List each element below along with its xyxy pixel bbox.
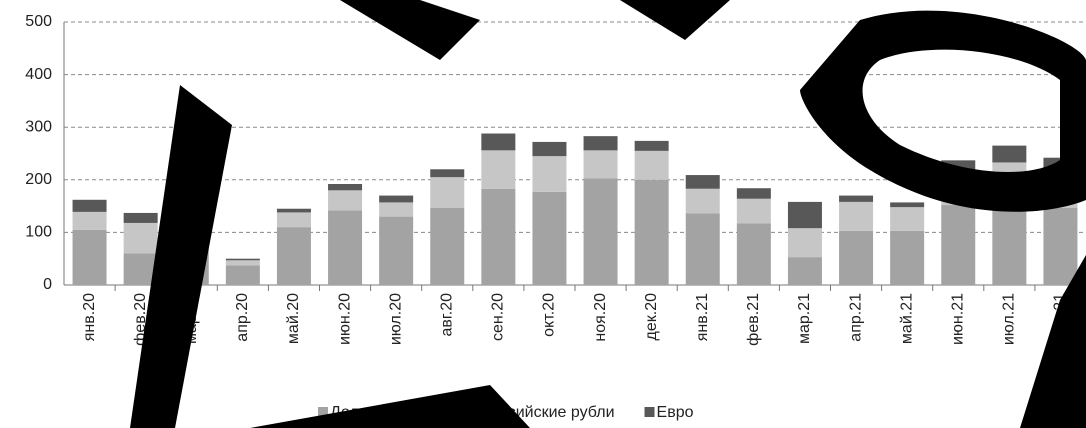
bar-segment — [430, 169, 465, 178]
x-tick-label: июл.20 — [387, 293, 404, 345]
bar-segment — [123, 222, 158, 254]
bar-segment — [481, 188, 516, 285]
bar-segment — [736, 198, 771, 224]
bar-segment — [685, 188, 720, 214]
bar-segment — [787, 228, 822, 258]
bar-segment — [481, 150, 516, 189]
legend-swatch — [318, 407, 328, 417]
bar-segment — [72, 211, 107, 230]
bar-segment — [532, 141, 567, 157]
bar-segment — [379, 216, 414, 285]
bar-segment — [685, 213, 720, 285]
bar-segment — [72, 229, 107, 285]
bar-segment — [685, 175, 720, 189]
bar-segment — [941, 205, 976, 285]
bar-segment — [379, 195, 414, 203]
y-tick-label: 100 — [25, 224, 52, 241]
x-tick-label: апр.20 — [234, 293, 251, 342]
legend-label: Евро — [657, 404, 694, 421]
bar-segment — [225, 265, 260, 285]
bar-segment — [787, 257, 822, 285]
bar-segment — [430, 177, 465, 208]
bar-segment — [890, 202, 925, 208]
bar-segment — [583, 178, 618, 285]
bar-segment — [787, 201, 822, 229]
bar-segment — [634, 140, 669, 151]
bar-segment — [583, 136, 618, 151]
x-tick-label: дек.20 — [643, 293, 660, 341]
bar-segment — [1043, 207, 1078, 285]
bar-segment — [634, 179, 669, 285]
watermark — [340, 0, 480, 60]
bar-segment — [890, 207, 925, 231]
bar-segment — [992, 145, 1027, 163]
x-tick-label: авг.20 — [438, 293, 455, 337]
y-tick-label: 300 — [25, 118, 52, 135]
x-tick-label: май.21 — [898, 293, 915, 344]
bar-segment — [839, 230, 874, 285]
bar-segment — [123, 212, 158, 223]
bar-segment — [276, 212, 311, 228]
bar-segment — [276, 208, 311, 213]
bar-segment — [481, 133, 516, 151]
x-tick-label: янв.21 — [694, 293, 711, 341]
bar-segment — [634, 150, 669, 180]
watermark — [130, 85, 232, 428]
y-tick-label: 400 — [25, 66, 52, 83]
bar-segment — [276, 227, 311, 285]
watermark — [250, 385, 530, 428]
x-tick-label: фев.21 — [745, 293, 762, 346]
bar-segment — [328, 210, 363, 285]
bar-segment — [583, 150, 618, 179]
x-tick-label: май.20 — [285, 293, 302, 344]
x-tick-label: июл.21 — [1001, 293, 1018, 345]
bar-segment — [532, 156, 567, 192]
bar-segment — [839, 201, 874, 231]
bar-segment — [736, 188, 771, 199]
legend-swatch — [644, 407, 655, 417]
bar-segment — [225, 260, 260, 266]
x-tick-label: апр.21 — [847, 293, 864, 342]
bar-segment — [736, 223, 771, 285]
x-tick-label: ноя.20 — [592, 293, 609, 342]
bar-segment — [532, 191, 567, 285]
bar-segment — [839, 195, 874, 202]
watermark — [620, 0, 730, 40]
x-tick-label: янв.20 — [81, 293, 98, 341]
x-tick-label: июн.21 — [949, 293, 966, 345]
x-tick-label: июн.20 — [336, 293, 353, 345]
bar-segment — [890, 230, 925, 285]
bar-segment — [328, 184, 363, 191]
watermark — [1020, 255, 1086, 428]
watermark — [800, 10, 1086, 212]
bar-segment — [225, 258, 260, 261]
bar-segment — [430, 207, 465, 285]
x-tick-label: окт.20 — [541, 293, 558, 337]
bar-segment — [72, 199, 107, 212]
x-tick-label: сен.20 — [490, 293, 507, 341]
bar-segment — [328, 190, 363, 211]
x-tick-label: мар.21 — [796, 293, 813, 344]
y-tick-label: 0 — [43, 276, 52, 293]
y-tick-label: 500 — [25, 13, 52, 30]
y-tick-label: 200 — [25, 171, 52, 188]
bar-segment — [379, 202, 414, 217]
